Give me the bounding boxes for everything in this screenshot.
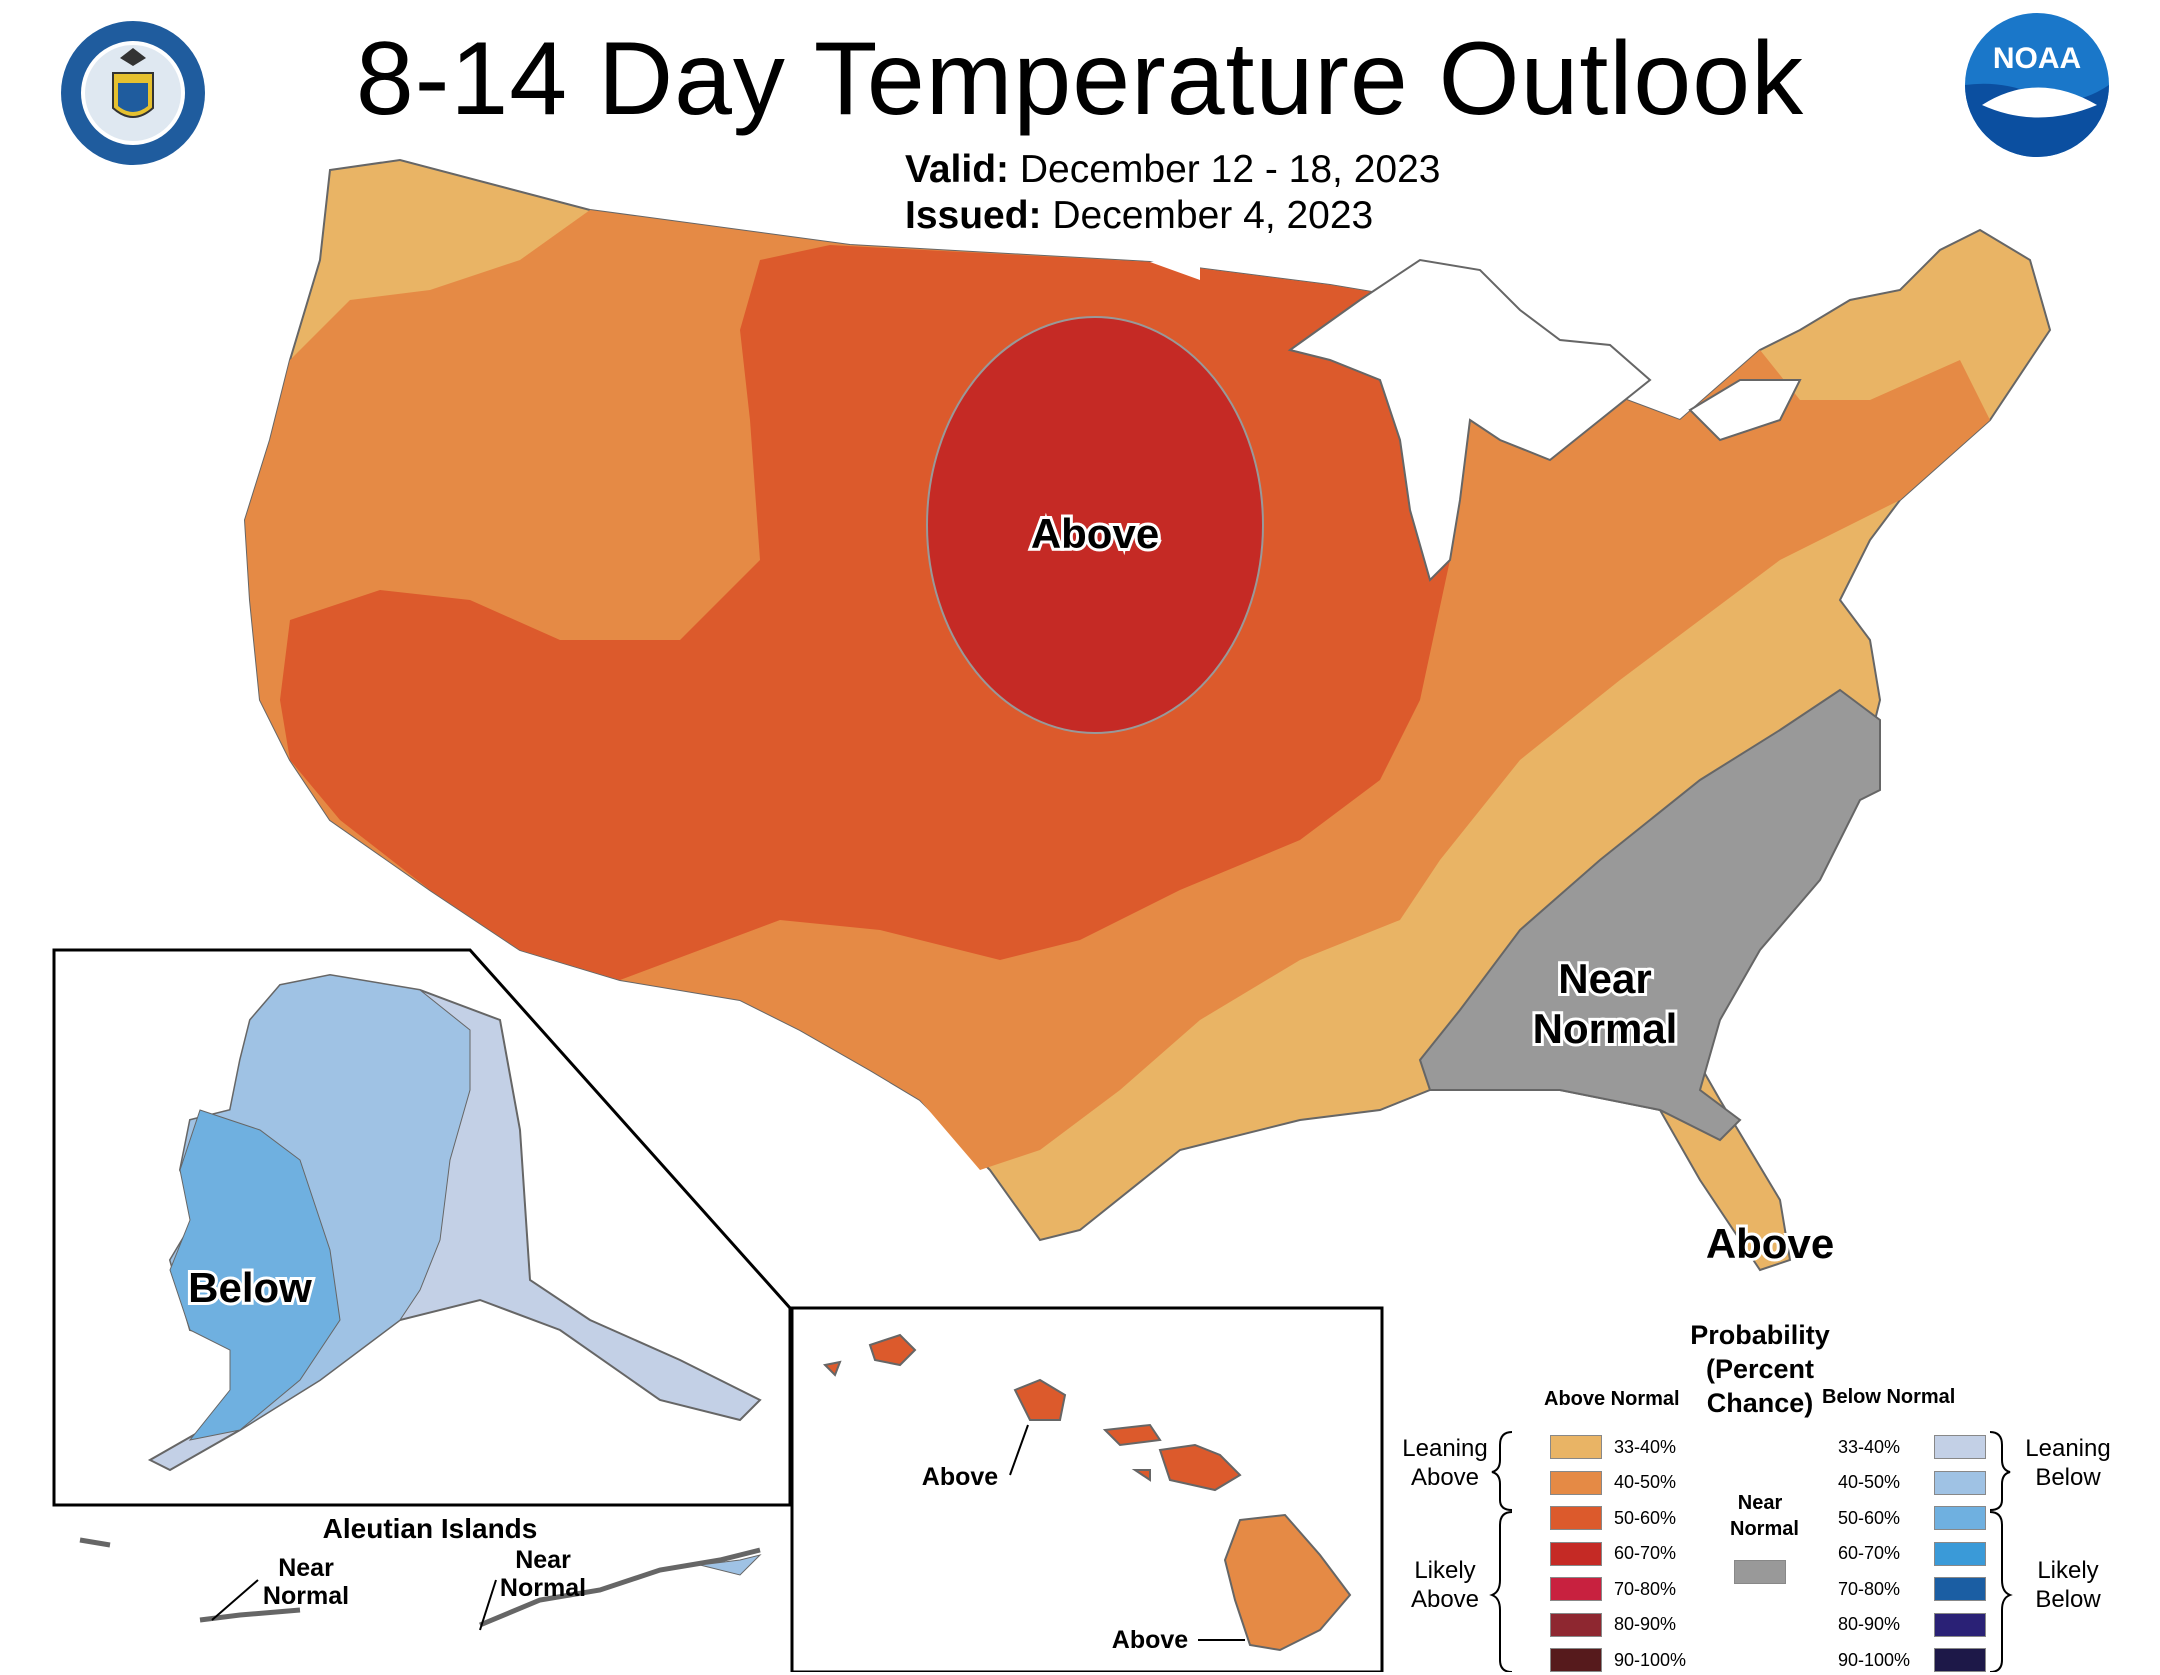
- brace-leaning-below: [1989, 1431, 2011, 1511]
- label-near-normal-line1: Near: [1558, 955, 1651, 1002]
- legend-above-label: 90-100%: [1614, 1649, 1687, 1670]
- label-above-florida: Above: [1706, 1220, 1834, 1267]
- legend-below-row: 60-70%: [1838, 1539, 1986, 1569]
- likely-above-line1: Likely: [1414, 1557, 1476, 1584]
- alaska-region-50-60: [169, 1109, 341, 1441]
- legend-above-label: 33-40%: [1614, 1436, 1677, 1457]
- hawaii-big-island: [1223, 1513, 1352, 1652]
- legend-leaning-above: Leaning Above: [1400, 1434, 1490, 1492]
- legend-above-row: 90-100%: [1550, 1645, 1702, 1675]
- aleutian-near2-line1: Near: [515, 1546, 571, 1574]
- valid-label: Valid:: [905, 148, 1010, 191]
- issued-date: Issued: December 4, 2023: [905, 194, 1373, 238]
- legend-title-line1: Probability: [1690, 1320, 1830, 1350]
- legend-above-swatch: [1550, 1506, 1602, 1530]
- legend-below-swatch: [1934, 1648, 1986, 1672]
- legend-below-label: 60-70%: [1838, 1543, 1901, 1563]
- page-title: 8-14 Day Temperature Outlook: [355, 21, 1805, 137]
- legend-below-row: 70-80%: [1838, 1574, 1986, 1604]
- legend-near-line1: Near: [1737, 1492, 1783, 1514]
- legend-near-normal-header: Near Normal: [1730, 1490, 1799, 1542]
- legend-above-row: 80-90%: [1550, 1610, 1702, 1640]
- aleutian-islands: [79, 1537, 761, 1628]
- legend-above-label: 70-80%: [1614, 1578, 1677, 1599]
- leaning-above-line1: Leaning: [1402, 1435, 1488, 1462]
- legend-above-swatch: [1550, 1577, 1602, 1601]
- leaning-below-line2: Below: [2035, 1464, 2101, 1491]
- aleutian-near1-line1: Near: [278, 1554, 334, 1582]
- legend-below-swatch: [1934, 1506, 1986, 1530]
- issued-value: December 4, 2023: [1052, 194, 1374, 237]
- legend-above-label: 40-50%: [1614, 1472, 1677, 1492]
- conus-region-near-normal: [1418, 688, 1881, 1142]
- legend-below-label: 50-60%: [1838, 1507, 1901, 1528]
- leaning-above-line2: Above: [1410, 1464, 1480, 1491]
- legend-below-label: 80-90%: [1838, 1614, 1901, 1634]
- legend-title-line2: (Percent Chance): [1705, 1354, 1815, 1418]
- likely-above-line2: Above: [1410, 1586, 1480, 1613]
- legend-above-header: Above Normal: [1544, 1388, 1680, 1410]
- legend-above-label: 80-90%: [1614, 1614, 1677, 1634]
- legend-above-row: 60-70%: [1550, 1539, 1702, 1569]
- likely-below-line1: Likely: [2037, 1557, 2099, 1584]
- legend-above-swatch: [1550, 1612, 1602, 1637]
- label-above-central: Above: [1031, 510, 1159, 557]
- aleutian-east-region: [699, 1554, 762, 1576]
- commerce-seal-logo: [61, 21, 205, 165]
- legend-leaning-below: Leaning Below: [2018, 1434, 2118, 1492]
- issued-label: Issued:: [905, 194, 1042, 237]
- legend-below-swatch: [1934, 1577, 1986, 1601]
- noaa-logo-text: NOAA: [1993, 42, 2081, 75]
- legend-above-row: 40-50%: [1550, 1468, 1702, 1498]
- aleutian-near1-line2: Normal: [263, 1582, 349, 1610]
- hawaii-above1: Above: [922, 1463, 999, 1491]
- legend-below-header: Below Normal: [1822, 1386, 1956, 1408]
- label-near-normal-line2: Normal: [1533, 1005, 1678, 1052]
- legend-below-row: 90-100%: [1838, 1645, 1986, 1675]
- legend-likely-below: Likely Below: [2018, 1556, 2118, 1614]
- legend-above-swatch: [1550, 1541, 1602, 1566]
- legend-above-swatch: [1550, 1470, 1602, 1495]
- brace-likely-below: [1989, 1511, 2013, 1672]
- legend-title: Probability (Percent Chance): [1660, 1318, 1860, 1420]
- legend-above-swatch: [1550, 1435, 1602, 1459]
- legend-below-row: 40-50%: [1838, 1468, 1986, 1498]
- legend-below-row: 33-40%: [1838, 1432, 1986, 1462]
- legend-below-label: 33-40%: [1838, 1436, 1901, 1457]
- legend-below-swatch: [1934, 1470, 1986, 1495]
- likely-below-line2: Below: [2035, 1586, 2101, 1613]
- legend-below-swatch: [1934, 1435, 1986, 1459]
- label-alaska-below: Below: [188, 1264, 312, 1311]
- legend-above-row: 70-80%: [1550, 1574, 1702, 1604]
- valid-dates: Valid: December 12 - 18, 2023: [905, 148, 1440, 192]
- legend-below-label: 90-100%: [1838, 1649, 1911, 1670]
- legend-near-normal-swatch: [1734, 1560, 1786, 1584]
- legend-near-line2: Normal: [1730, 1518, 1799, 1540]
- legend-above-label: 60-70%: [1614, 1543, 1677, 1563]
- legend-below-swatch: [1934, 1612, 1986, 1637]
- border-notch: [1150, 255, 1200, 280]
- legend-above-label: 50-60%: [1614, 1507, 1677, 1528]
- legend-above-row: 33-40%: [1550, 1432, 1702, 1462]
- legend-below-row: 80-90%: [1838, 1610, 1986, 1640]
- legend-below-swatch: [1934, 1541, 1986, 1566]
- legend-likely-above: Likely Above: [1400, 1556, 1490, 1614]
- brace-likely-above: [1489, 1511, 1513, 1672]
- brace-leaning-above: [1491, 1431, 1513, 1511]
- legend-below-label: 70-80%: [1838, 1578, 1901, 1599]
- legend-above-swatch: [1550, 1648, 1602, 1672]
- aleutian-title: Aleutian Islands: [323, 1513, 538, 1544]
- hawaii-above2: Above: [1112, 1626, 1189, 1654]
- legend-above-row: 50-60%: [1550, 1503, 1702, 1533]
- aleutian-near2-line2: Normal: [500, 1574, 586, 1602]
- legend-below-row: 50-60%: [1838, 1503, 1986, 1533]
- great-lakes: [1287, 258, 1802, 582]
- valid-value: December 12 - 18, 2023: [1019, 148, 1441, 191]
- leaning-below-line1: Leaning: [2025, 1435, 2111, 1462]
- noaa-logo: NOAA: [1965, 13, 2109, 157]
- legend-below-label: 40-50%: [1838, 1472, 1901, 1492]
- conus-region-60-70: [926, 316, 1264, 734]
- hawaii-islands: [822, 1333, 1242, 1492]
